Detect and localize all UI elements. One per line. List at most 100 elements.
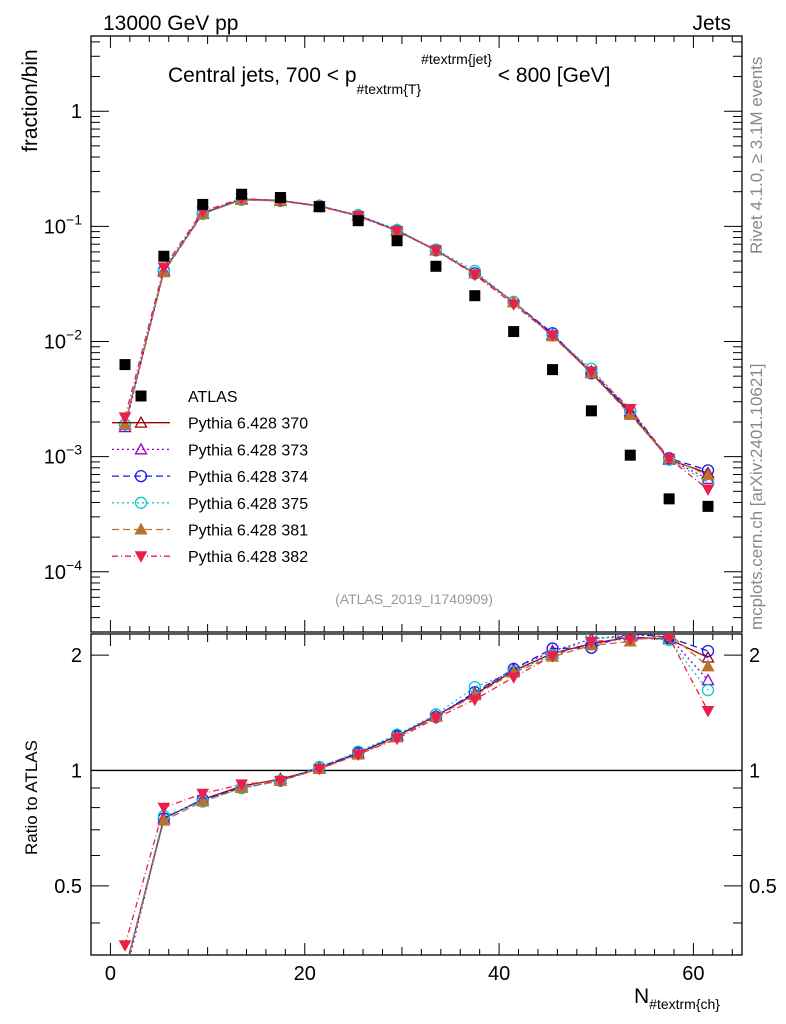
series-point-ratio bbox=[196, 794, 210, 807]
series-line-ratio bbox=[128, 634, 709, 955]
series-point-ratio bbox=[701, 659, 715, 672]
y-tick-label-ratio: 1 bbox=[71, 760, 82, 782]
atlas-data-point bbox=[158, 250, 170, 262]
series-line-ratio bbox=[128, 636, 709, 955]
legend-label: Pythia 6.428 370 bbox=[188, 416, 308, 433]
series-line-ratio bbox=[128, 634, 709, 955]
series-point-ratio bbox=[623, 634, 637, 646]
series-point-ratio bbox=[120, 971, 131, 981]
atlas-data-point bbox=[313, 201, 325, 213]
y-tick-label-ratio-right: 0.5 bbox=[749, 876, 777, 898]
series-line-main bbox=[124, 199, 709, 480]
chart-title-tail: < 800 [GeV] bbox=[492, 64, 611, 87]
series-point-ratio bbox=[157, 813, 171, 826]
x-tick-label: 60 bbox=[682, 963, 704, 985]
series-point-ratio bbox=[351, 749, 365, 762]
main-panel-series bbox=[118, 188, 715, 512]
series-point-ratio bbox=[120, 965, 131, 975]
legend-label-atlas: ATLAS bbox=[188, 389, 238, 406]
series-point-main bbox=[701, 468, 715, 481]
series-point-main bbox=[623, 403, 637, 416]
y-tick-label-ratio-right: 2 bbox=[749, 645, 760, 667]
atlas-data-point bbox=[547, 364, 559, 376]
series-point-ratio bbox=[274, 775, 287, 788]
chart-title-sup: #textrm{jet} bbox=[421, 51, 492, 67]
series-point-ratio bbox=[701, 684, 715, 697]
atlas-data-point bbox=[469, 290, 481, 302]
ratio-panel-series bbox=[118, 634, 715, 981]
chart-title-main: Central jets, 700 < p bbox=[168, 64, 357, 87]
legend-marker bbox=[134, 551, 148, 563]
series-point-ratio bbox=[157, 802, 171, 815]
series-point-ratio bbox=[312, 763, 326, 776]
atlas-data-point bbox=[508, 326, 520, 338]
series-point-main bbox=[468, 269, 482, 282]
series-point-ratio bbox=[701, 706, 715, 718]
series-point-main bbox=[546, 330, 559, 342]
legend-marker bbox=[134, 496, 148, 509]
series-point-ratio bbox=[585, 636, 598, 649]
legend-label: Pythia 6.428 375 bbox=[188, 496, 308, 513]
series-point-main bbox=[701, 484, 715, 496]
series-line-ratio bbox=[129, 634, 709, 955]
series-point-main bbox=[118, 417, 132, 430]
legend-label: Pythia 6.428 382 bbox=[188, 549, 308, 566]
legend: ATLAS Pythia 6.428 370 Pythia 6.428 373 Pyt… bbox=[112, 389, 308, 566]
source-label: mcplots.cern.ch [arXiv:2401.10621] bbox=[747, 364, 766, 630]
legend-label: Pythia 6.428 374 bbox=[188, 469, 308, 486]
y-tick-exponent: −2 bbox=[66, 327, 82, 343]
legend-marker bbox=[134, 442, 148, 455]
y-tick-label-main: 1 bbox=[71, 101, 82, 123]
category-label: Jets bbox=[692, 12, 731, 35]
atlas-data-point bbox=[119, 359, 131, 371]
atlas-data-point bbox=[702, 500, 714, 512]
series-point-ratio bbox=[546, 651, 559, 663]
y-tick-label-main: 10−3 bbox=[44, 442, 82, 469]
series-line-main bbox=[124, 199, 709, 476]
y-tick-label-ratio: 2 bbox=[71, 645, 82, 667]
atlas-data-point bbox=[236, 188, 248, 200]
series-point-ratio bbox=[120, 965, 131, 976]
series-point-ratio bbox=[120, 965, 131, 975]
atlas-data-point bbox=[430, 260, 442, 272]
series-point-main bbox=[118, 412, 132, 424]
legend-marker bbox=[134, 469, 148, 483]
atlas-data-point bbox=[352, 215, 364, 227]
series-point-ratio bbox=[663, 634, 675, 645]
y-tick-label-main: 10−4 bbox=[44, 557, 82, 584]
atlas-data-point bbox=[197, 198, 209, 210]
legend-marker bbox=[134, 415, 148, 428]
series-point-ratio bbox=[429, 713, 443, 725]
x-axis-label-sub: #textrm{ch} bbox=[649, 996, 720, 1012]
ratio-panel-frame bbox=[90, 633, 743, 956]
atlas-data-point bbox=[585, 405, 597, 417]
series-point-main bbox=[157, 262, 171, 274]
rivet-label: Rivet 4.1.0, ≥ 3.1M events bbox=[747, 57, 766, 254]
y-axis-label-ratio: Ratio to ATLAS bbox=[22, 740, 41, 855]
y-tick-exponent: −4 bbox=[66, 557, 82, 573]
chart-title: Central jets, 700 < p#textrm{T} #textrm{j… bbox=[168, 51, 610, 97]
series-point-main bbox=[585, 366, 598, 378]
analysis-id-label: (ATLAS_2019_I1740909) bbox=[335, 591, 493, 607]
y-axis-label-main: fraction/bin bbox=[19, 49, 42, 152]
series-point-main bbox=[390, 226, 404, 238]
series-line-ratio bbox=[124, 637, 709, 946]
main-panel-frame bbox=[90, 35, 743, 633]
atlas-data-point bbox=[663, 493, 675, 505]
series-point-ratio bbox=[196, 788, 210, 801]
legend-marker bbox=[134, 522, 148, 535]
series-line-main bbox=[124, 199, 709, 483]
x-tick-label: 40 bbox=[488, 963, 510, 985]
x-axis-label-main: N bbox=[634, 985, 649, 1008]
x-tick-label: 0 bbox=[105, 963, 116, 985]
legend-marker-atlas bbox=[135, 390, 147, 402]
axes: 0 20 40 60 10−4 10−3 10−2 10−1 1 0.5 0.5 1 1 2 2 bbox=[44, 36, 777, 985]
series-line-ratio bbox=[128, 637, 709, 955]
chart-title-sub: #textrm{T} bbox=[357, 81, 422, 97]
series-point-ratio bbox=[701, 673, 715, 686]
series-point-ratio bbox=[701, 644, 715, 658]
y-tick-exponent: −3 bbox=[66, 442, 82, 458]
atlas-data-point bbox=[274, 192, 286, 204]
series-point-ratio bbox=[468, 694, 482, 707]
